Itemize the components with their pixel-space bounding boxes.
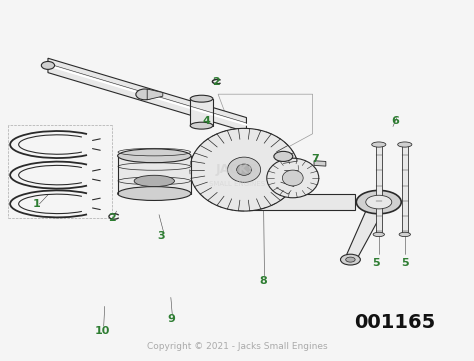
Bar (376, 144, 382, 234)
Text: 8: 8 (259, 276, 267, 286)
Circle shape (228, 157, 261, 182)
Ellipse shape (399, 232, 410, 236)
Text: Copyright © 2021 - Jacks Small Engines: Copyright © 2021 - Jacks Small Engines (146, 342, 328, 351)
Ellipse shape (136, 89, 154, 100)
Text: JACKS: JACKS (216, 163, 258, 176)
Text: 3: 3 (157, 231, 165, 241)
Text: 1: 1 (32, 199, 40, 209)
Ellipse shape (274, 151, 293, 161)
Text: 001165: 001165 (354, 313, 436, 331)
Ellipse shape (372, 142, 386, 147)
Ellipse shape (118, 187, 191, 200)
Text: SMALL ENGINES: SMALL ENGINES (209, 181, 265, 187)
Circle shape (190, 129, 299, 211)
Ellipse shape (356, 190, 401, 214)
Circle shape (283, 170, 303, 186)
Polygon shape (147, 89, 163, 100)
Ellipse shape (366, 195, 392, 209)
Text: 5: 5 (401, 258, 409, 268)
Bar (190, 99, 213, 126)
Polygon shape (246, 194, 355, 210)
Circle shape (267, 158, 319, 198)
Ellipse shape (41, 61, 55, 69)
Ellipse shape (398, 142, 412, 147)
Text: 5: 5 (373, 258, 380, 268)
Text: 6: 6 (392, 116, 399, 126)
Ellipse shape (134, 175, 174, 187)
Ellipse shape (190, 122, 213, 129)
Circle shape (237, 164, 252, 175)
Bar (118, 156, 191, 193)
Ellipse shape (373, 232, 384, 236)
Ellipse shape (190, 95, 213, 102)
Text: 10: 10 (95, 326, 110, 336)
Polygon shape (314, 161, 326, 166)
Ellipse shape (340, 254, 360, 265)
Ellipse shape (346, 257, 355, 262)
Polygon shape (48, 58, 246, 132)
Polygon shape (345, 200, 387, 261)
Text: 2: 2 (108, 213, 116, 223)
Text: 2: 2 (212, 77, 219, 87)
Bar (402, 144, 408, 234)
Text: 4: 4 (202, 116, 210, 126)
Text: 9: 9 (167, 314, 175, 324)
Text: 7: 7 (311, 154, 319, 164)
Ellipse shape (118, 149, 191, 163)
